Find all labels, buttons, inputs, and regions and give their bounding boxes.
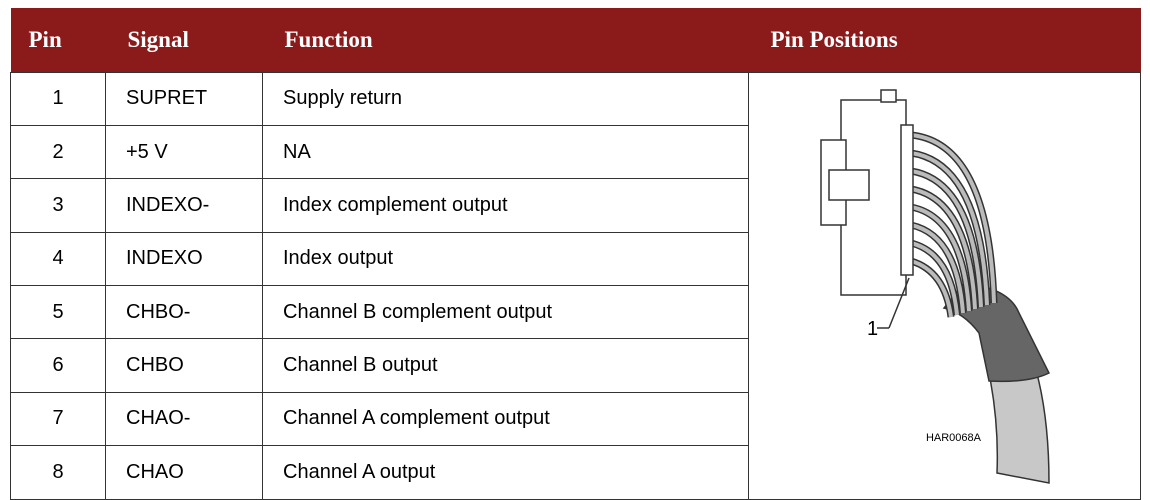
table-cell: 3 bbox=[10, 178, 106, 233]
table-cell: INDEXO- bbox=[105, 178, 263, 233]
figure-cell: 1 HAR0068A bbox=[748, 71, 1141, 500]
table-cell: 4 bbox=[10, 231, 106, 287]
table-cell: 2 bbox=[10, 124, 106, 180]
table-row: 3 INDEXO- Index complement output bbox=[10, 178, 1141, 233]
table-cell: 7 bbox=[10, 391, 106, 447]
table-cell: Channel B complement output bbox=[262, 284, 749, 340]
table-row: 8 CHAO Channel A output bbox=[10, 445, 1141, 500]
table-cell: Supply return bbox=[262, 71, 749, 126]
table-cell: Channel A complement output bbox=[262, 391, 749, 447]
table-cell: 6 bbox=[10, 338, 106, 393]
table-cell: CHAO bbox=[105, 445, 263, 500]
table-cell: Channel B output bbox=[262, 338, 749, 393]
figure-code: HAR0068A bbox=[926, 432, 982, 444]
table-cell: Index output bbox=[262, 231, 749, 287]
table-cell: NA bbox=[262, 124, 749, 180]
housing bbox=[820, 88, 914, 296]
leader-line bbox=[888, 277, 910, 328]
header-row: Pin Signal Function Pin Positions bbox=[10, 8, 1141, 72]
wires-inner bbox=[910, 132, 996, 317]
table-cell: CHBO- bbox=[105, 284, 263, 340]
table-cell: 8 bbox=[10, 445, 106, 500]
header-cell: Signal bbox=[105, 8, 263, 72]
pin-table: Pin Signal Function Pin Positions 1 SUPRET Su… bbox=[10, 8, 1141, 500]
table-row: 5 CHBO- Channel B complement output bbox=[10, 284, 1141, 340]
table-cell: INDEXO bbox=[105, 231, 263, 287]
table-cell: SUPRET bbox=[105, 71, 263, 126]
header-cell: Pin bbox=[10, 8, 106, 72]
table-cell: CHAO- bbox=[105, 391, 263, 447]
table-cell: 1 bbox=[10, 71, 106, 126]
table-row: 1 SUPRET Supply return 1 HAR0068A bbox=[10, 71, 1141, 500]
table-body: 1 SUPRET Supply return 1 HAR0068A 2 +5 V NA 3… bbox=[10, 71, 1141, 500]
header-cell: Function bbox=[262, 8, 749, 72]
table-cell: Index complement output bbox=[262, 178, 749, 233]
table-cell: CHBO bbox=[105, 338, 263, 393]
table-cell: +5 V bbox=[105, 124, 263, 180]
header-cell: Pin Positions bbox=[748, 8, 1141, 72]
table-cell: 5 bbox=[10, 284, 106, 340]
table-cell: Channel A output bbox=[262, 445, 749, 500]
table-row: 7 CHAO- Channel A complement output bbox=[10, 391, 1141, 447]
connector-figure: 1 HAR0068A bbox=[820, 88, 1051, 484]
table-row: 2 +5 V NA bbox=[10, 124, 1141, 180]
pin-label: 1 bbox=[867, 318, 878, 340]
table-row: 4 INDEXO Index output bbox=[10, 231, 1141, 287]
